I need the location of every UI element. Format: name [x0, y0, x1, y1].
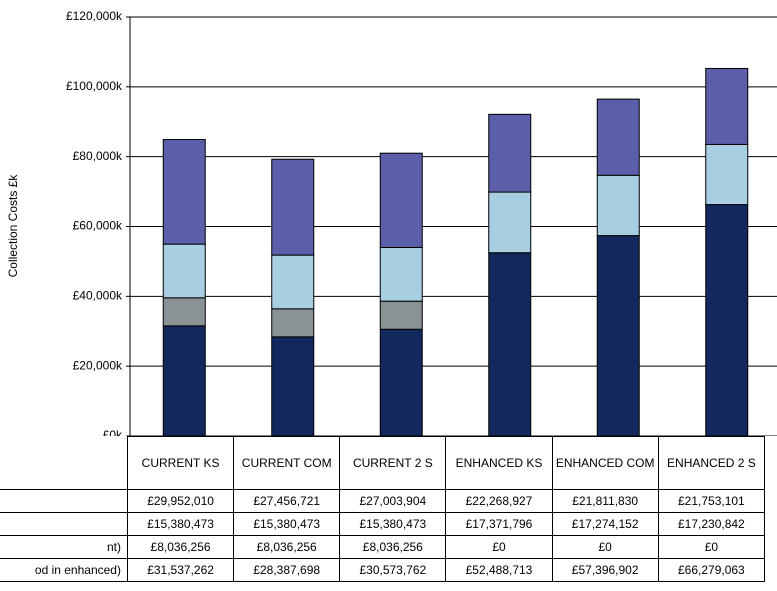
- data-label: £52,488,713: [445, 558, 553, 582]
- data-label: £31,537,262: [126, 558, 235, 582]
- data-label: £15,380,473: [126, 512, 235, 536]
- bar-segment: [705, 204, 749, 436]
- y-tick-label: £40,000k: [73, 289, 123, 303]
- data-label: £22,268,927: [445, 489, 553, 513]
- data-label: £8,036,256: [126, 535, 235, 559]
- data-label: £28,387,698: [233, 558, 341, 582]
- bar-segment: [596, 174, 640, 237]
- data-label: £17,371,796: [445, 512, 553, 536]
- data-label: £15,380,473: [233, 512, 341, 536]
- y-tick-label: £80,000k: [73, 149, 123, 163]
- bar-segment: [488, 252, 532, 436]
- data-label: £0: [445, 535, 553, 559]
- bar-segment: [488, 191, 532, 254]
- bar-segment: [271, 336, 315, 436]
- category-label: CURRENT 2 S: [339, 436, 447, 490]
- header-row: CURRENT KS CURRENT COM CURRENT 2 S ENHANCED…: [0, 436, 766, 490]
- data-label: £21,811,830: [551, 489, 659, 513]
- data-label: £27,456,721: [233, 489, 341, 513]
- data-label: £0: [551, 535, 659, 559]
- data-label: £8,036,256: [233, 535, 341, 559]
- data-label: £15,380,473: [339, 512, 447, 536]
- data-label: £30,573,762: [339, 558, 447, 582]
- data-label: £27,003,904: [339, 489, 447, 513]
- data-label: £21,753,101: [657, 489, 766, 513]
- category-label: ENHANCED COM: [551, 436, 659, 490]
- bar-segment: [162, 139, 206, 245]
- bar-segment: [271, 308, 315, 338]
- bar-segment: [379, 246, 423, 302]
- legend-entry: [0, 512, 128, 536]
- legend-entry: [0, 489, 128, 513]
- data-table: CURRENT KS CURRENT COM CURRENT 2 S ENHANCED…: [0, 436, 766, 582]
- bar-segment: [162, 297, 206, 327]
- data-label: £8,036,256: [339, 535, 447, 559]
- bar-segment: [271, 158, 315, 256]
- bar-segment: [271, 254, 315, 310]
- series-row: £15,380,473 £15,380,473 £15,380,473 £17,371…: [0, 512, 766, 536]
- bar-segment: [705, 143, 749, 206]
- data-label: £57,396,902: [551, 558, 659, 582]
- category-label: CURRENT COM: [233, 436, 341, 490]
- series-row: od in enhanced) £31,537,262 £28,387,698 £30…: [0, 558, 766, 582]
- data-label: £29,952,010: [126, 489, 235, 513]
- series-row: nt) £8,036,256 £8,036,256 £8,036,256 £0 £0 £0: [0, 535, 766, 559]
- corner-cell: [0, 436, 128, 490]
- y-tick-label: £100,000k: [66, 79, 123, 93]
- plot: Collection Costs £k £0k £20,000k £40,000k £…: [6, 9, 777, 436]
- y-tick-label: £120,000k: [66, 9, 123, 23]
- y-axis-title: Collection Costs £k: [6, 174, 20, 278]
- bar-segment: [162, 325, 206, 436]
- data-label: £17,230,842: [657, 512, 766, 536]
- data-label: £17,274,152: [551, 512, 659, 536]
- bar-segment: [379, 300, 423, 330]
- bar-segment: [162, 243, 206, 299]
- bar-segment: [379, 328, 423, 436]
- bar-segment: [705, 67, 749, 145]
- bar-segment: [379, 152, 423, 248]
- bar-segment: [596, 235, 640, 436]
- y-tick-label: £0k: [103, 428, 123, 436]
- category-label: ENHANCED 2 S: [657, 436, 766, 490]
- data-label: £66,279,063: [657, 558, 766, 582]
- y-tick-label: £20,000k: [73, 358, 123, 372]
- y-tick-label: £60,000k: [73, 219, 123, 233]
- category-label: CURRENT KS: [126, 436, 235, 490]
- legend-entry: od in enhanced): [0, 558, 128, 582]
- data-label: £0: [657, 535, 766, 559]
- bar-segment: [596, 98, 640, 176]
- legend-entry: nt): [0, 535, 128, 559]
- category-label: ENHANCED KS: [445, 436, 553, 490]
- series-row: £29,952,010 £27,456,721 £27,003,904 £22,268…: [0, 489, 766, 513]
- bar-segment: [488, 113, 532, 193]
